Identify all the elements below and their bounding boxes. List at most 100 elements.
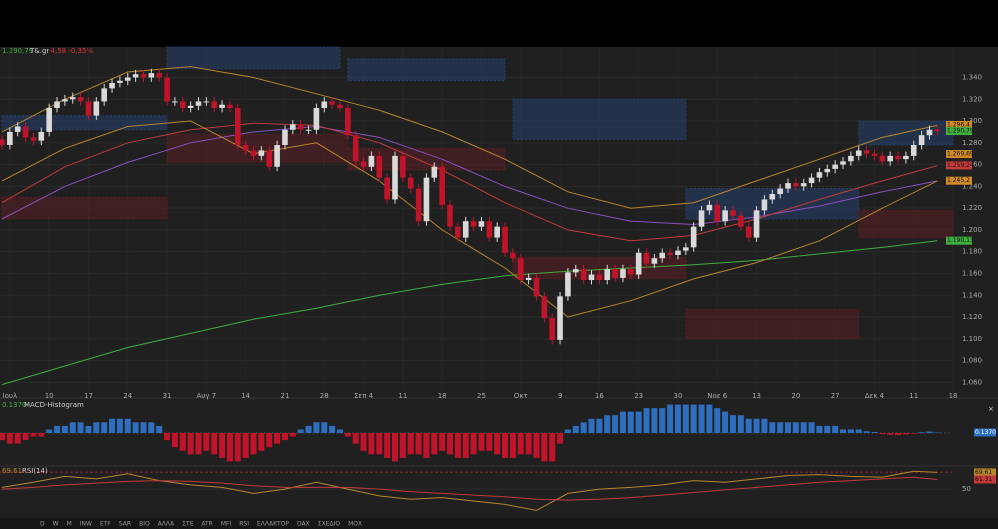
candle-body <box>620 269 626 278</box>
toolbar-button[interactable]: ΜΟΧ <box>348 521 362 528</box>
histogram-bar <box>769 422 776 433</box>
histogram-bar <box>502 433 509 458</box>
toolbar-button[interactable]: ATR <box>201 521 212 528</box>
histogram-bar <box>486 433 493 451</box>
candle-body <box>628 269 634 275</box>
histogram-bar <box>14 433 21 444</box>
histogram-bar <box>22 433 29 441</box>
toolbar-button[interactable]: MFI <box>221 521 232 528</box>
candle-body <box>863 150 870 154</box>
histogram-bar <box>667 404 674 433</box>
candle-body <box>643 252 650 264</box>
candle-body <box>541 296 548 319</box>
histogram-bar <box>242 433 249 458</box>
indicator-line <box>1 120 938 318</box>
toolbar-button[interactable]: M <box>67 521 72 528</box>
histogram-bar <box>887 433 894 435</box>
price-zone <box>1 196 168 220</box>
toolbar-button[interactable]: SAR <box>119 521 131 528</box>
histogram-bar <box>297 429 304 433</box>
x-tick-label: 17 <box>84 392 93 400</box>
toolbar-button[interactable]: DAX <box>297 521 310 528</box>
toolbar-button[interactable]: INW <box>80 521 92 528</box>
x-tick-label: Δεκ 4 <box>865 392 885 400</box>
candle-body <box>855 150 862 156</box>
histogram-bar <box>470 433 477 455</box>
candle-body <box>69 97 76 100</box>
candle-body <box>290 124 296 130</box>
candle-body <box>274 145 280 167</box>
histogram-bar <box>541 433 548 462</box>
candle-body <box>777 188 783 194</box>
histogram-bar <box>274 433 281 444</box>
histogram-bar <box>439 433 446 451</box>
y-tick-label: 1.160 <box>962 269 982 277</box>
candle-body <box>455 226 461 238</box>
panel-value: 0.1370 <box>2 401 27 409</box>
histogram-bar <box>171 433 178 448</box>
price-tag-label: 1.269,69 <box>947 151 974 158</box>
histogram-bar <box>564 429 571 433</box>
candle-body <box>117 80 123 83</box>
close-icon[interactable]: × <box>988 405 994 413</box>
histogram-bar <box>895 433 902 436</box>
toolbar-button[interactable]: BIO <box>139 521 150 528</box>
candle-body <box>698 210 705 227</box>
price-zone <box>347 58 506 82</box>
price-zone <box>512 98 687 141</box>
histogram-bar <box>714 408 721 433</box>
candle-body <box>439 166 445 205</box>
price-tag-label: 1.296,4 <box>947 121 970 128</box>
histogram-bar <box>635 411 642 433</box>
candle-body <box>486 221 493 238</box>
candle-body <box>903 155 909 160</box>
histogram-bar <box>832 425 839 433</box>
candle-body <box>745 226 752 238</box>
toolbar-button[interactable]: ETF <box>100 521 111 528</box>
candle-body <box>54 101 60 108</box>
histogram-bar <box>808 422 815 433</box>
histogram-bar <box>148 422 155 433</box>
candle-body <box>926 129 933 136</box>
toolbar <box>0 518 998 529</box>
toolbar-button[interactable]: ΣΧΕΔΙΟ <box>318 521 341 528</box>
candle-body <box>753 210 760 238</box>
histogram-bar <box>77 422 84 433</box>
histogram-bar <box>329 425 336 433</box>
toolbar-button[interactable]: RSI <box>239 521 249 528</box>
histogram-bar <box>423 433 430 458</box>
histogram-bar <box>840 429 847 433</box>
candle-body <box>258 150 265 156</box>
candle-body <box>384 177 390 200</box>
price-tag <box>946 120 972 129</box>
toolbar-button[interactable]: ΑΛΛΑ <box>158 521 175 528</box>
histogram-bar <box>219 433 226 458</box>
histogram-bar <box>557 433 564 444</box>
panel-value: 69.61 <box>2 467 22 475</box>
candle-body <box>282 129 288 145</box>
histogram-bar <box>847 429 854 433</box>
y-tick-label: 1.140 <box>962 291 982 299</box>
candle-body <box>203 101 210 103</box>
histogram-bar <box>792 422 799 433</box>
candle-body <box>313 107 320 130</box>
histogram-bar <box>753 418 760 433</box>
candle-body <box>596 274 603 281</box>
indicator-line <box>1 240 938 386</box>
histogram-bar <box>910 433 917 434</box>
histogram-bar <box>0 433 5 441</box>
histogram-bar <box>376 433 383 455</box>
histogram-bar <box>258 433 265 451</box>
x-tick-label: Ιουλ <box>3 392 18 400</box>
candle-body <box>297 124 304 130</box>
toolbar-button[interactable]: D <box>40 521 45 528</box>
histogram-bar <box>344 433 351 437</box>
candle-body <box>140 74 147 78</box>
y-tick-label: 1.240 <box>962 182 982 190</box>
toolbar-button[interactable]: ΕΛΛΑΚΤΟΡ <box>257 521 289 528</box>
toolbar-button[interactable]: ΣΤΕ <box>182 521 193 528</box>
toolbar-button[interactable]: W <box>53 521 59 528</box>
candle-body <box>109 82 115 89</box>
histogram-bar <box>777 422 784 433</box>
histogram-bar <box>321 422 328 433</box>
